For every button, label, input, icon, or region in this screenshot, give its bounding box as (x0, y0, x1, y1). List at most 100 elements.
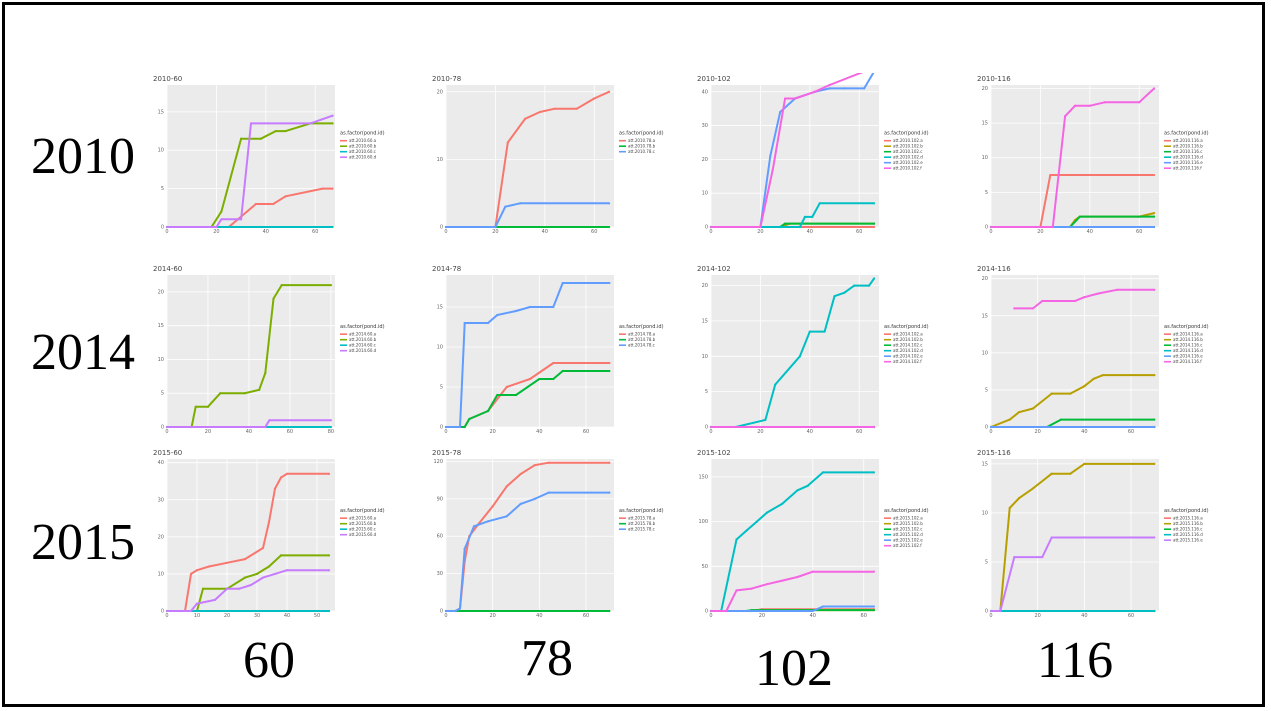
data-point (523, 117, 527, 120)
data-point (774, 383, 777, 386)
legend-label: att.2014.102.b (893, 337, 923, 342)
y-tick-label: 10 (982, 350, 988, 356)
y-tick-label: 10 (158, 571, 164, 577)
y-tick-label: 10 (982, 155, 988, 161)
y-tick-label: 0 (161, 225, 164, 231)
data-point (1050, 472, 1053, 475)
data-point (1013, 555, 1016, 559)
x-tick-label: 40 (1087, 229, 1093, 235)
legend-label: att.2010.102.d (893, 155, 923, 160)
data-point (784, 222, 787, 225)
data-point (745, 529, 748, 532)
data-point (593, 97, 596, 100)
x-tick-label: 10 (194, 613, 200, 619)
data-point (872, 425, 876, 429)
panel-title: 2015-78 (432, 449, 461, 457)
data-point (1069, 392, 1072, 395)
data-point (1008, 418, 1011, 421)
data-point (1050, 392, 1053, 395)
y-tick-label: 30 (158, 497, 164, 503)
y-tick-label: 0 (440, 425, 443, 431)
data-point (519, 472, 522, 476)
x-tick-label: 0 (709, 429, 712, 435)
data-point (872, 202, 876, 205)
data-point (538, 377, 541, 381)
col-label-116: 116 (1037, 632, 1114, 689)
data-point (331, 122, 334, 125)
x-tick-label: 20 (757, 429, 763, 435)
data-point (496, 313, 499, 317)
data-point (1103, 101, 1106, 104)
plot-background (446, 275, 614, 427)
y-tick-label: 120 (433, 459, 443, 465)
legend-label: att.2014.102.d (893, 348, 923, 353)
data-point (811, 570, 814, 573)
x-tick-label: 60 (856, 229, 862, 235)
data-point (207, 565, 211, 568)
y-tick-label: 5 (985, 190, 988, 196)
y-tick-label: 5 (161, 186, 164, 192)
x-tick-label: 50 (314, 613, 320, 619)
x-tick-label: 0 (709, 613, 712, 619)
x-tick-label: 30 (254, 613, 260, 619)
legend-label: att.2015.116.c (1173, 527, 1202, 532)
data-point (750, 587, 753, 590)
x-tick-label: 20 (759, 613, 765, 619)
data-point (552, 377, 555, 381)
series-line-att.2014.60.d (167, 419, 331, 428)
data-point (195, 569, 199, 572)
y-tick-label: 0 (440, 609, 443, 615)
legend-label: att.2010.78.c (628, 149, 655, 154)
x-tick-label: 20 (757, 229, 763, 235)
y-tick-label: 60 (437, 534, 443, 540)
data-point (195, 602, 199, 605)
data-point (1078, 215, 1082, 218)
x-tick-label: 60 (861, 613, 867, 619)
data-point (1064, 115, 1067, 118)
data-point (458, 425, 462, 429)
data-point (821, 471, 825, 474)
data-point (1031, 307, 1035, 310)
x-tick-label: 60 (1128, 429, 1134, 435)
legend-label: att.2010.60.b (349, 144, 377, 149)
plot-background (711, 275, 879, 427)
data-point (261, 576, 265, 579)
data-point (206, 405, 210, 408)
legend-title: as.factor(pond.id) (619, 324, 664, 330)
data-point (725, 609, 728, 613)
data-point (273, 487, 277, 490)
legend-label: att.2010.116.f (1173, 166, 1202, 171)
x-tick-label: 0 (989, 613, 992, 619)
data-point (331, 114, 334, 117)
panel-title: 2014-78 (432, 265, 461, 273)
plot-background (167, 85, 335, 227)
data-point (1041, 555, 1044, 559)
data-point (784, 97, 787, 100)
data-point (872, 471, 876, 474)
data-point (494, 225, 497, 229)
data-point (1050, 536, 1053, 539)
data-point (272, 202, 275, 206)
data-point (329, 419, 333, 422)
data-point (853, 284, 856, 287)
data-point (284, 129, 287, 133)
data-point (215, 225, 218, 229)
x-tick-label: 40 (284, 613, 290, 619)
y-tick-label: 20 (982, 276, 988, 282)
legend-label: att.2014.116.b (1173, 337, 1203, 342)
data-point (1017, 497, 1021, 500)
data-point (463, 425, 466, 429)
data-point (1152, 173, 1156, 177)
data-point (552, 305, 555, 309)
data-point (1153, 373, 1156, 377)
data-point (327, 472, 331, 475)
chart-panel-2015-78: 2015-78 0 30 60 90 120 0 20 40 60 as.factor(pond.i… (432, 449, 664, 619)
y-tick-label: 5 (705, 389, 708, 395)
y-tick-label: 0 (985, 225, 988, 231)
y-tick-label: 0 (985, 609, 988, 615)
data-point (267, 520, 271, 524)
data-point (575, 107, 579, 110)
data-point (519, 202, 522, 205)
panel-title: 2010-78 (432, 75, 461, 83)
